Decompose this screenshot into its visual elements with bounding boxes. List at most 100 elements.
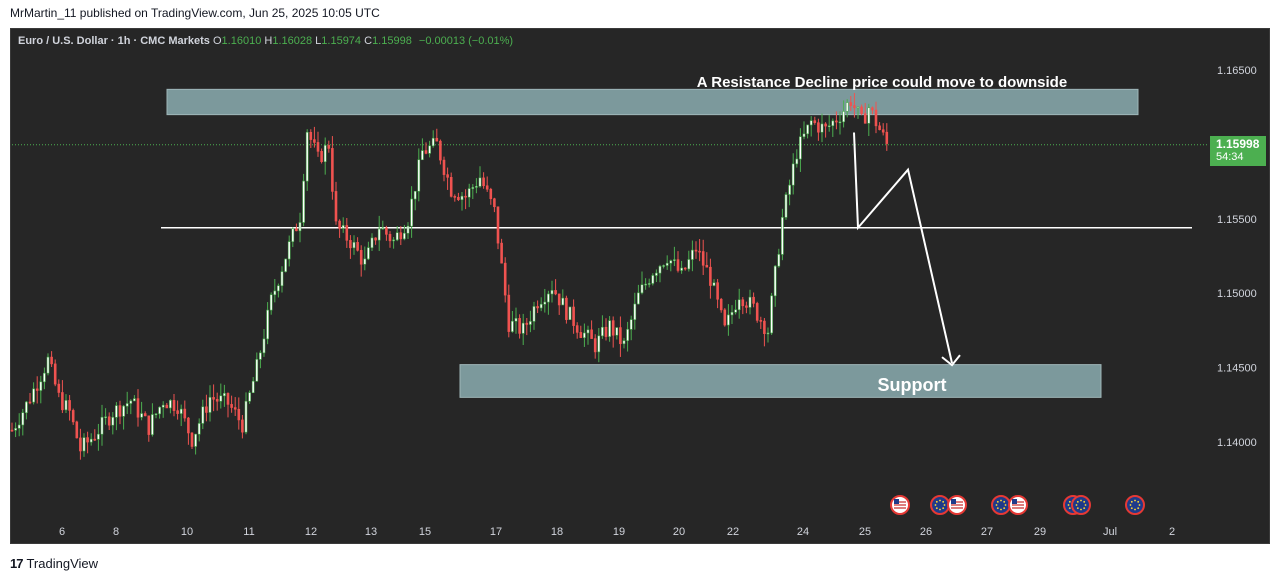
candle-body [619,327,622,345]
x-tick-label: 20 [673,526,685,538]
candle-body [835,120,838,123]
candle-body [514,318,518,322]
candle-body [356,242,359,251]
candle-body [622,340,626,345]
candle-body [698,250,701,253]
candle-body [295,228,298,232]
candle-body [154,413,158,416]
candle-body [413,190,417,200]
candle-body [86,437,89,443]
x-tick-label: 26 [920,526,932,538]
candle-body [529,321,532,325]
candle-body [496,206,500,244]
candle-body [424,150,428,154]
candle-body [856,106,860,109]
x-tick-label: 18 [551,526,563,538]
candle-body [244,400,248,433]
candle-body [327,145,331,149]
candle-body [61,392,64,411]
candle-body [788,184,791,195]
candle-body [129,400,133,404]
candle-body [248,392,251,402]
candle-body [32,388,35,403]
projection-path [853,132,953,364]
candle-body [176,410,179,414]
candle-body [46,356,50,374]
candle-body [752,296,755,304]
candle-body [388,234,392,242]
candle-body [359,250,363,265]
candle-body [730,312,734,316]
candle-body [75,421,79,439]
candle-body [93,438,97,441]
candle-body [64,400,68,411]
x-tick-label: 22 [727,526,739,538]
us-flag-event-icon[interactable] [947,495,967,515]
candle-body [439,140,442,161]
x-tick-label: 19 [613,526,625,538]
resistance-zone [166,88,1139,116]
eu-flag-event-icon[interactable] [930,495,950,515]
candle-body [500,242,503,264]
x-tick-label: 10 [181,526,193,538]
candle-body [169,400,172,409]
candle-body [748,296,752,308]
candle-body [161,404,165,408]
candle-body [115,405,118,418]
candle-body [784,194,788,218]
symbol-name[interactable]: Euro / U.S. Dollar · 1h · CMC Markets [18,35,210,47]
candle-body [766,332,770,335]
last-price: 1.15998 [1216,137,1260,151]
candle-body [482,177,485,187]
candle-body [885,131,889,144]
candle-body [111,417,115,426]
candle-body [583,332,586,338]
candle-body [395,232,399,241]
candle-body [172,400,176,411]
candle-body [831,120,835,127]
candle-body [460,195,464,200]
candle-body [518,318,521,334]
candle-body [233,407,237,410]
candle-body [179,408,183,414]
candle-body [446,174,449,178]
candle-body [435,137,439,142]
x-tick-label: 15 [419,526,431,538]
candle-body [417,159,421,192]
candle-body [813,120,817,123]
candle-body [568,306,572,320]
candle-body [125,403,129,407]
candle-body [820,123,824,133]
x-tick-label: 17 [490,526,502,538]
candle-body [683,267,687,270]
candle-body [14,428,17,431]
candle-body [838,121,842,124]
candle-body [53,363,57,385]
candle-body [644,283,647,286]
candle-body [226,393,230,405]
x-tick-label: 27 [981,526,993,538]
candle-body [511,320,514,332]
candle-body [647,283,651,285]
candle-body [352,242,356,249]
tradingview-logo[interactable]: 17 TradingView [10,556,98,571]
eu-flag-event-icon[interactable] [1071,495,1091,515]
y-tick-label: 1.14500 [1217,363,1257,375]
candle-body [759,320,763,322]
eu-flag-event-icon[interactable] [991,495,1011,515]
candle-body [302,180,305,223]
candle-body [381,227,385,230]
candle-body [183,408,187,419]
x-tick-label: 6 [59,526,65,538]
candle-body [410,198,413,227]
eu-flag-event-icon[interactable] [1125,495,1145,515]
us-flag-event-icon[interactable] [1008,495,1028,515]
candle-body [35,388,39,391]
us-flag-event-icon[interactable] [890,495,910,515]
candle-body [503,262,507,296]
candle-body [100,416,104,435]
candle-body [658,265,662,274]
candle-body [147,415,151,435]
candle-body [377,228,381,241]
